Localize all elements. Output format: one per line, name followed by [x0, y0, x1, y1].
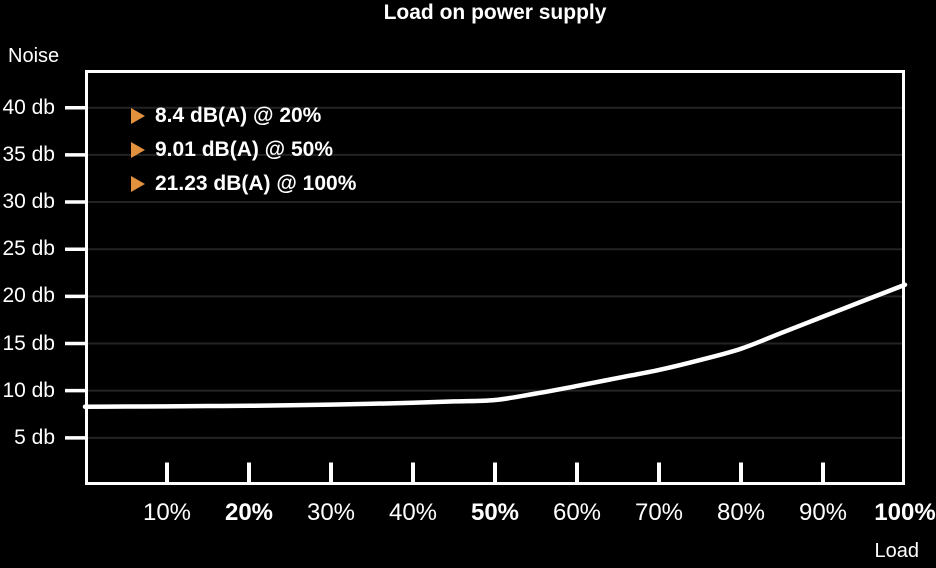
y-tick-label: 25 db [2, 237, 55, 261]
x-tick-label: 10% [142, 499, 192, 526]
x-tick-label: 40% [388, 499, 438, 526]
annotation-label: 9.01 dB(A) @ 50% [155, 138, 334, 161]
x-tick-label: 50% [470, 499, 520, 526]
annotation-row: 8.4 dB(A) @ 20% [131, 103, 321, 129]
y-tick-label: 5 db [14, 425, 55, 449]
x-tick-label: 20% [224, 499, 274, 526]
annotation-row: 9.01 dB(A) @ 50% [131, 137, 333, 163]
chart-title: Load on power supply [383, 1, 607, 24]
annotation-arrow-icon [131, 108, 145, 124]
y-tick-label: 40 db [2, 95, 55, 119]
x-tick-label: 80% [716, 499, 766, 526]
annotation-label: 8.4 dB(A) @ 20% [155, 104, 322, 127]
x-tick-label: 90% [798, 499, 848, 526]
y-tick-label: 10 db [2, 378, 55, 402]
x-tick-label: 30% [306, 499, 356, 526]
noise-curve [82, 282, 908, 409]
plot-border [85, 70, 905, 485]
plot-area [65, 70, 908, 485]
y-axis-title: Noise [8, 45, 60, 67]
x-axis-title: Load [874, 540, 920, 562]
y-tick-label: 20 db [2, 284, 55, 308]
y-tick-label: 35 db [2, 142, 55, 166]
y-tick-label: 15 db [2, 331, 55, 355]
annotation-arrow-icon [131, 176, 145, 192]
x-tick-label: 70% [634, 499, 684, 526]
annotation-arrow-icon [131, 142, 145, 158]
y-tick-label: 30 db [2, 190, 55, 214]
annotation-label: 21.23 dB(A) @ 100% [155, 172, 357, 195]
x-tick-label: 100% [874, 499, 936, 526]
x-tick-label: 60% [552, 499, 602, 526]
annotation-row: 21.23 dB(A) @ 100% [131, 171, 356, 197]
